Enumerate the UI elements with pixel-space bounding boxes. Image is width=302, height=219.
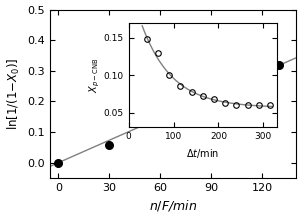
Y-axis label: ln[1/(1$-$$X_0$)]: ln[1/(1$-$$X_0$)]	[5, 58, 22, 130]
X-axis label: $\it{n/F}$/min: $\it{n/F}$/min	[149, 198, 197, 214]
